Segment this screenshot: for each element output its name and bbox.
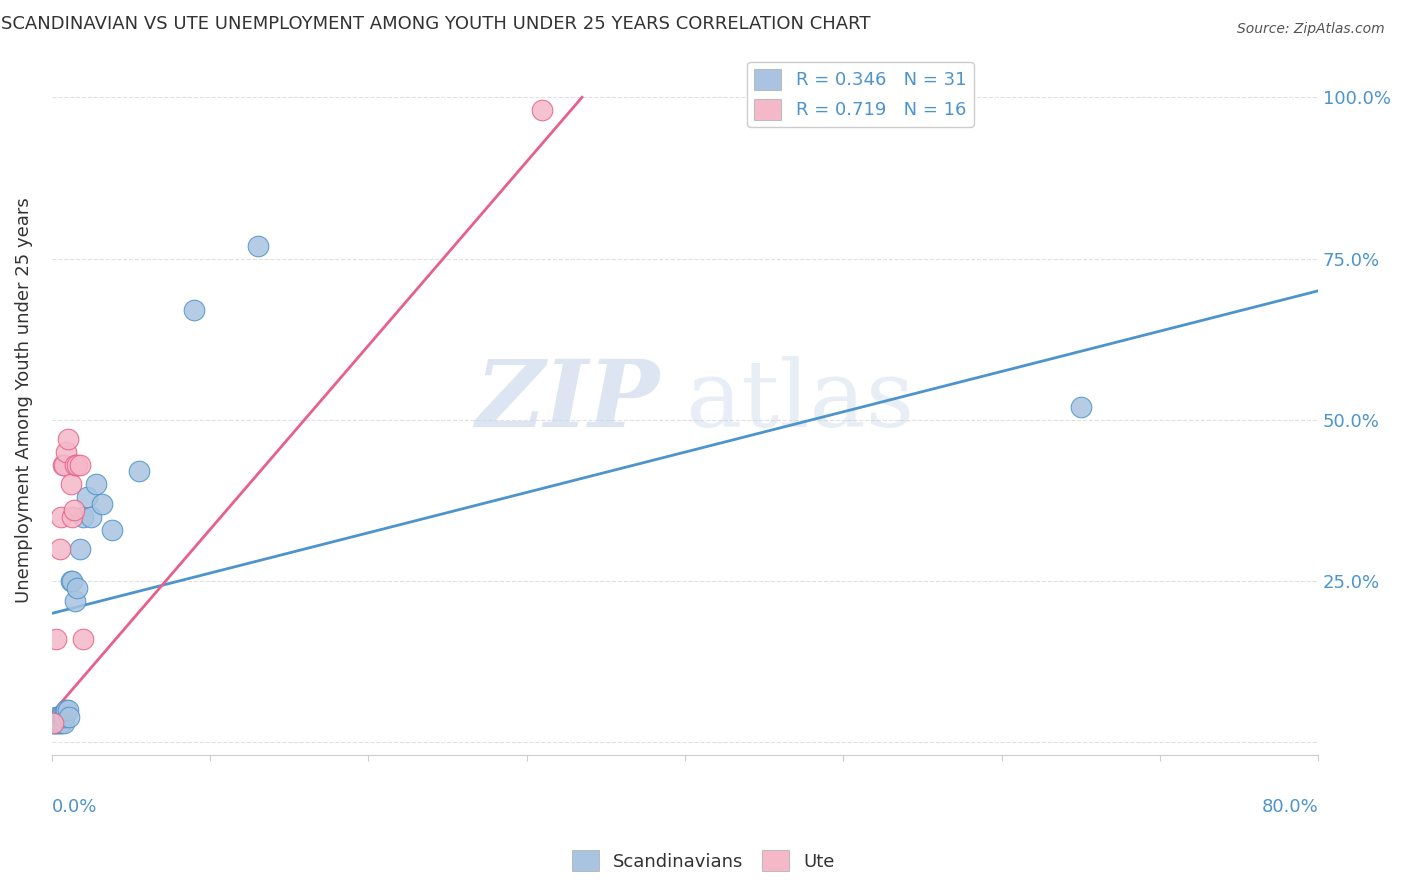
Point — [55, 445, 77, 459]
Point — [42, 716, 65, 731]
Point — [51, 716, 73, 731]
Point — [42, 716, 65, 731]
Point — [60, 509, 83, 524]
Point — [69, 458, 91, 472]
Text: 0.0%: 0.0% — [52, 798, 97, 816]
Point — [56, 432, 79, 446]
Point — [1070, 400, 1092, 414]
Point — [59, 574, 82, 589]
Point — [84, 477, 107, 491]
Point — [58, 709, 80, 723]
Point — [53, 716, 76, 731]
Point — [48, 709, 70, 723]
Legend: R = 0.346   N = 31, R = 0.719   N = 16: R = 0.346 N = 31, R = 0.719 N = 16 — [747, 62, 973, 127]
Point — [51, 509, 73, 524]
Point — [46, 709, 69, 723]
Point — [246, 238, 269, 252]
Point — [55, 703, 77, 717]
Point — [91, 497, 114, 511]
Point — [60, 574, 83, 589]
Point — [45, 632, 67, 647]
Point — [48, 716, 70, 731]
Point — [46, 716, 69, 731]
Text: SCANDINAVIAN VS UTE UNEMPLOYMENT AMONG YOUTH UNDER 25 YEARS CORRELATION CHART: SCANDINAVIAN VS UTE UNEMPLOYMENT AMONG Y… — [1, 15, 870, 33]
Point — [76, 490, 98, 504]
Point — [44, 716, 66, 731]
Point — [80, 509, 103, 524]
Y-axis label: Unemployment Among Youth under 25 years: Unemployment Among Youth under 25 years — [15, 198, 32, 603]
Point — [66, 581, 89, 595]
Point — [101, 523, 124, 537]
Point — [48, 541, 70, 556]
Point — [63, 503, 86, 517]
Point — [53, 458, 76, 472]
Point — [72, 509, 94, 524]
Point — [45, 709, 67, 723]
Text: atlas: atlas — [685, 356, 914, 445]
Point — [52, 709, 75, 723]
Point — [183, 303, 205, 318]
Point — [56, 703, 79, 717]
Point — [53, 709, 76, 723]
Point — [45, 716, 67, 731]
Point — [72, 632, 94, 647]
Legend: Scandinavians, Ute: Scandinavians, Ute — [564, 843, 842, 879]
Point — [66, 458, 89, 472]
Text: ZIP: ZIP — [475, 356, 659, 445]
Point — [59, 477, 82, 491]
Point — [531, 103, 554, 118]
Point — [65, 593, 87, 607]
Point — [128, 465, 150, 479]
Text: 80.0%: 80.0% — [1261, 798, 1319, 816]
Text: Source: ZipAtlas.com: Source: ZipAtlas.com — [1237, 22, 1385, 37]
Point — [69, 541, 91, 556]
Point — [65, 458, 87, 472]
Point — [52, 458, 75, 472]
Point — [51, 709, 73, 723]
